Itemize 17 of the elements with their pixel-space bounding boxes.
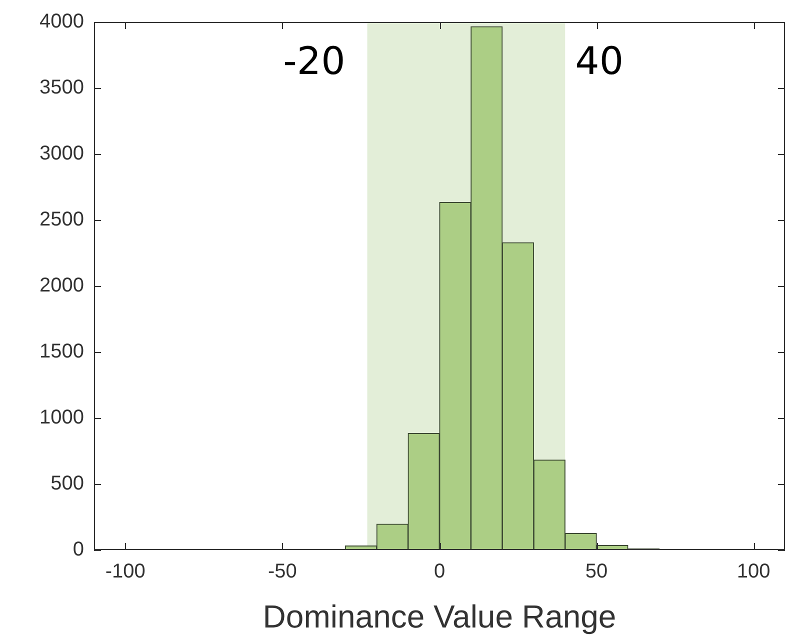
x-tick-label: -50: [268, 560, 297, 583]
y-tick-label: 2500: [40, 208, 84, 231]
y-tick-label: 4000: [40, 10, 84, 33]
annotation: -20: [283, 38, 346, 83]
y-tick-label: 500: [50, 472, 84, 495]
y-tick-label: 0: [72, 538, 84, 561]
y-tick-label: 3500: [40, 76, 84, 99]
y-tick-label: 1500: [40, 340, 84, 363]
annotation: 40: [575, 38, 624, 83]
y-tick-label: 2000: [40, 274, 84, 297]
x-tick-label: 50: [585, 560, 608, 583]
x-axis-title: Dominance Value Range: [262, 598, 616, 635]
y-tick-label: 3000: [40, 142, 84, 165]
x-tick-label: 0: [434, 560, 446, 583]
x-tick-label: 100: [736, 560, 770, 583]
y-tick-label: 1000: [40, 406, 84, 429]
x-tick-label: -100: [105, 560, 146, 583]
